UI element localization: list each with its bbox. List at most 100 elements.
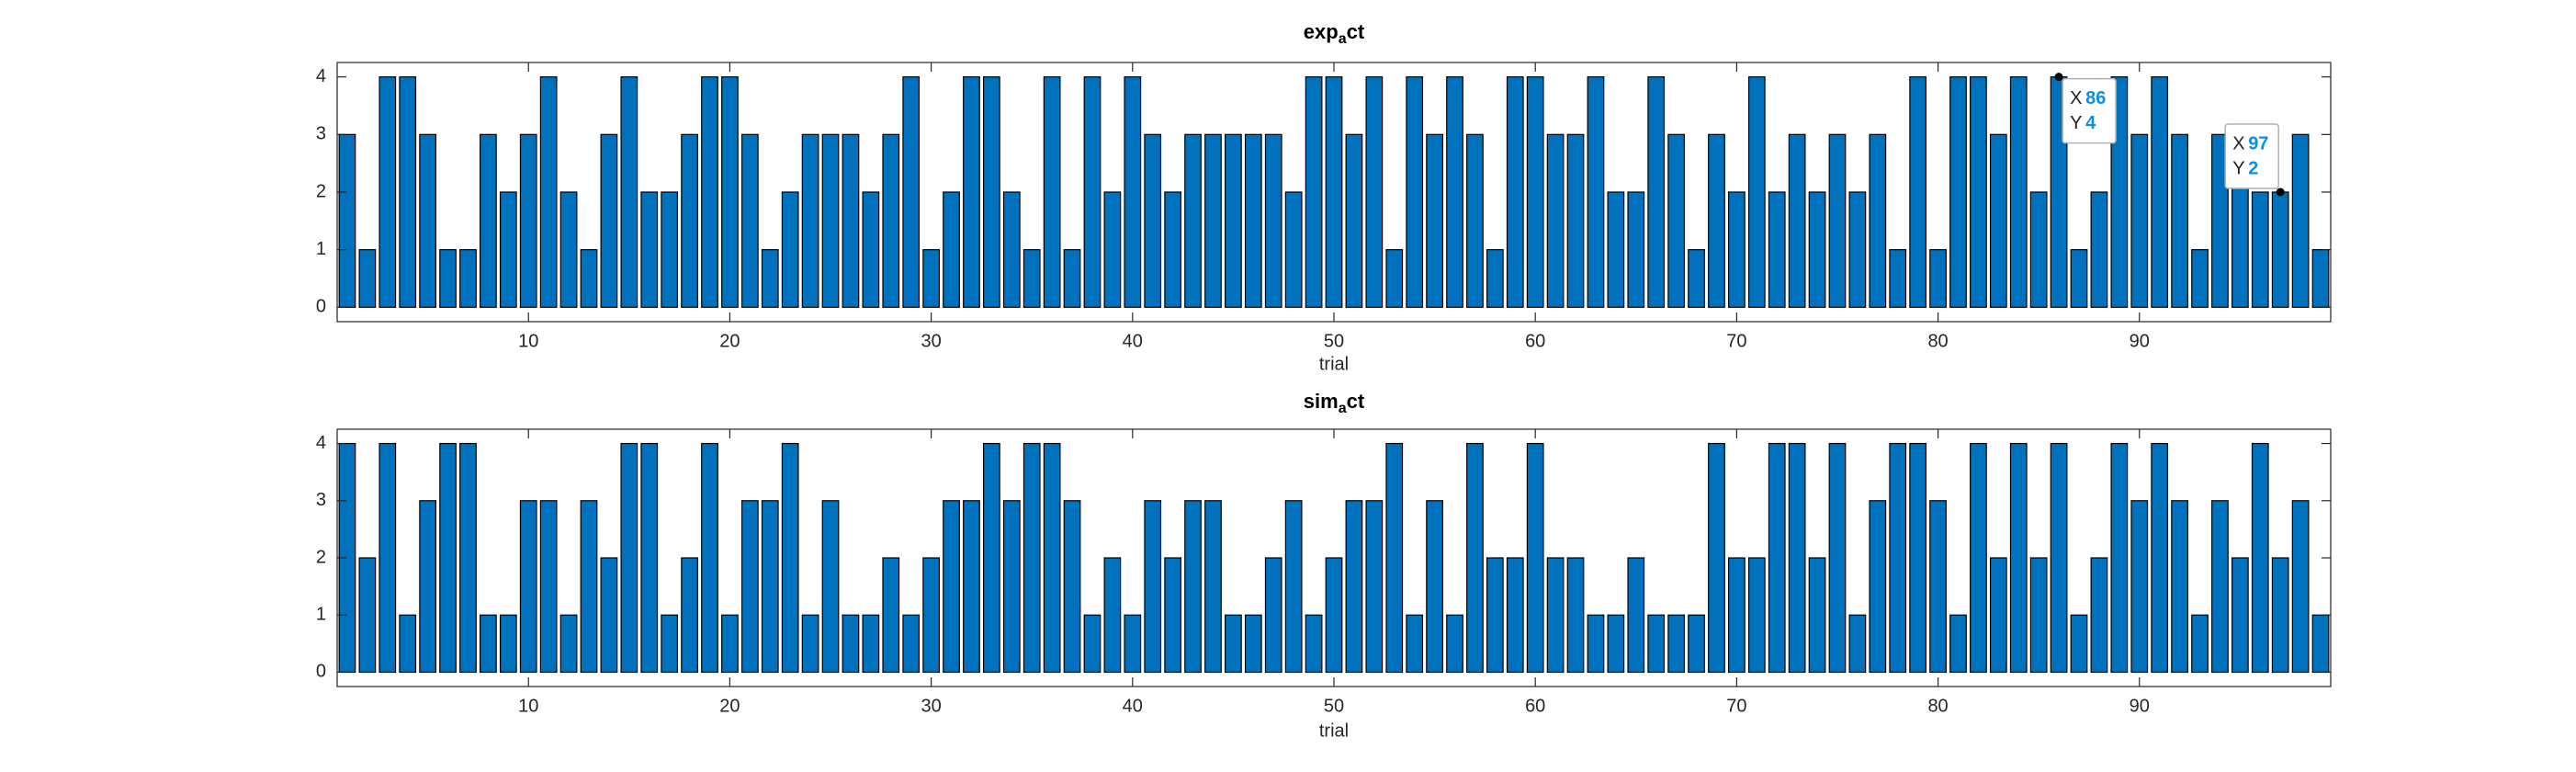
bar: [1225, 614, 1242, 674]
y-tick-label: 4: [316, 433, 326, 453]
bar: [1566, 557, 1585, 674]
bar: [2151, 442, 2169, 674]
bar: [2090, 191, 2108, 308]
bar: [1587, 614, 1605, 674]
x-tick-label: 90: [2130, 696, 2150, 716]
bar: [922, 557, 940, 674]
bar: [1426, 500, 1443, 674]
bar: [600, 557, 618, 674]
bar: [2311, 614, 2330, 674]
bar: [1688, 614, 1705, 674]
bar: [1869, 500, 1887, 674]
bar: [801, 614, 819, 674]
bar: [1526, 442, 1544, 674]
x-tick-label: 10: [518, 696, 538, 716]
bar: [1808, 191, 1826, 308]
bar: [1365, 500, 1384, 674]
bar: [2251, 442, 2269, 674]
bar: [1164, 191, 1182, 308]
bar: [1728, 191, 1746, 308]
bar: [1225, 133, 1242, 308]
bar: [2009, 76, 2028, 308]
bar: [701, 442, 718, 674]
y-tick-label: 3: [316, 124, 326, 144]
bar: [1546, 557, 1565, 674]
bar: [2090, 557, 2108, 674]
x-tick-label: 90: [2130, 331, 2150, 351]
bar: [1385, 442, 1404, 674]
bar: [1889, 249, 1907, 308]
bar: [1204, 500, 1222, 674]
bar: [1506, 557, 1524, 674]
x-tick-label: 60: [1525, 696, 1545, 716]
bar: [1728, 557, 1746, 674]
bar: [1446, 76, 1463, 308]
bar: [963, 500, 980, 674]
x-tick-label: 30: [921, 331, 941, 351]
bar: [1627, 557, 1645, 674]
bar: [2271, 557, 2289, 674]
bar: [1788, 442, 1806, 674]
bar: [2171, 500, 2188, 674]
bar: [1305, 614, 1323, 674]
datatip-y-name: Y: [2232, 158, 2244, 178]
bar: [1244, 133, 1262, 308]
bar: [519, 500, 537, 674]
bar: [842, 614, 860, 674]
datatip-x-value: 86: [2085, 88, 2106, 108]
bar: [1043, 442, 1061, 674]
bar: [459, 249, 477, 308]
bar: [983, 76, 1000, 308]
bar: [761, 500, 779, 674]
bar: [2191, 249, 2209, 308]
datatip-x-name: X: [2232, 133, 2244, 153]
bar: [1063, 249, 1081, 308]
bar: [1103, 557, 1122, 674]
bar: [721, 76, 739, 308]
bar: [1184, 133, 1202, 308]
x-tick-label: 70: [1726, 696, 1746, 716]
bar: [2050, 442, 2068, 674]
bar: [2251, 191, 2269, 308]
bar: [1808, 557, 1826, 674]
bar: [963, 76, 980, 308]
x-axis-label: trial: [1319, 354, 1349, 374]
bar: [681, 133, 698, 308]
bar: [539, 76, 558, 308]
bar: [519, 133, 537, 308]
bar: [539, 500, 558, 674]
y-tick-label: 2: [316, 547, 326, 567]
bar: [1022, 249, 1041, 308]
bar: [580, 500, 598, 674]
bar: [1989, 133, 2007, 308]
bar: [358, 557, 377, 674]
y-tick-label: 1: [316, 239, 326, 259]
bar: [1828, 133, 1847, 308]
bar: [1204, 133, 1222, 308]
bar: [559, 614, 578, 674]
bar: [761, 249, 779, 308]
bar: [1848, 614, 1867, 674]
bar: [580, 249, 598, 308]
x-tick-label: 20: [719, 331, 740, 351]
bar: [1466, 442, 1484, 674]
bar: [701, 76, 718, 308]
x-tick-label: 70: [1726, 331, 1746, 351]
bar: [1244, 614, 1262, 674]
bar: [943, 500, 960, 674]
x-tick-label: 30: [921, 696, 941, 716]
bar: [862, 614, 880, 674]
bar: [1486, 249, 1504, 308]
bar: [2151, 76, 2169, 308]
bar: [1929, 249, 1947, 308]
bar: [1264, 133, 1282, 308]
bar: [620, 442, 638, 674]
bar: [1325, 76, 1343, 308]
bar: [1345, 500, 1363, 674]
bar: [1385, 249, 1404, 308]
bar: [1002, 500, 1021, 674]
y-tick-label: 0: [316, 297, 326, 317]
bar: [1284, 191, 1303, 308]
bar: [1667, 133, 1685, 308]
bar: [2070, 249, 2088, 308]
